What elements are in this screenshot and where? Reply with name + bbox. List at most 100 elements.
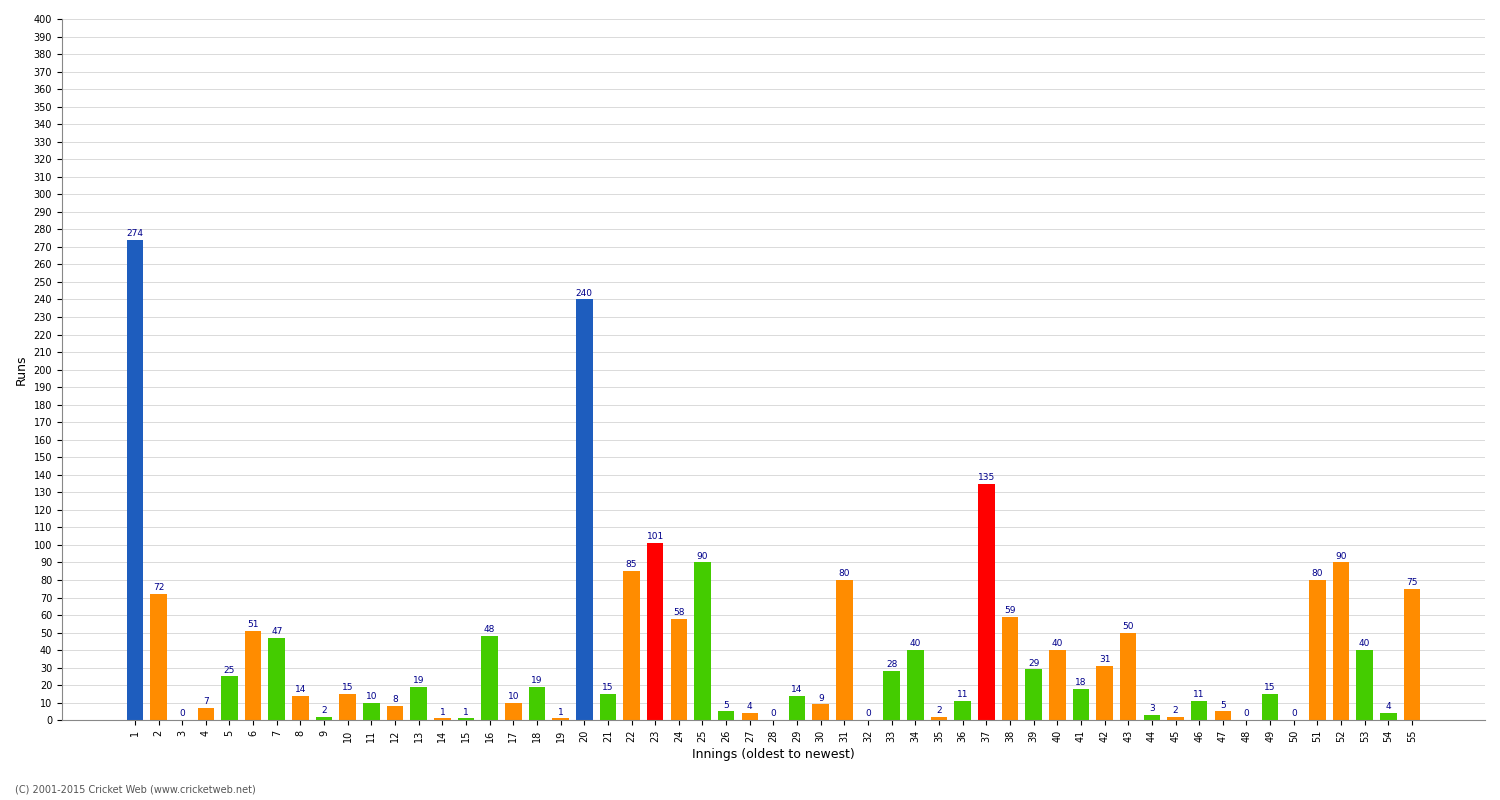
Bar	[339, 694, 356, 720]
Bar	[836, 580, 852, 720]
Text: 5: 5	[1220, 701, 1226, 710]
Bar	[1026, 670, 1042, 720]
Text: 14: 14	[792, 685, 802, 694]
Bar	[1143, 715, 1160, 720]
Bar	[1072, 689, 1089, 720]
Bar	[694, 562, 711, 720]
Text: 0: 0	[180, 710, 184, 718]
Bar	[198, 708, 214, 720]
Bar	[1380, 714, 1396, 720]
Text: 3: 3	[1149, 704, 1155, 714]
Text: 2: 2	[936, 706, 942, 715]
Text: 135: 135	[978, 473, 994, 482]
Text: 240: 240	[576, 289, 592, 298]
Text: 5: 5	[723, 701, 729, 710]
Y-axis label: Runs: Runs	[15, 354, 28, 385]
Text: 1: 1	[440, 708, 446, 717]
Bar	[126, 240, 142, 720]
Bar	[908, 650, 924, 720]
Bar	[482, 636, 498, 720]
Text: 40: 40	[909, 639, 921, 648]
Text: 47: 47	[272, 627, 282, 636]
Bar	[1048, 650, 1065, 720]
Text: 15: 15	[602, 683, 613, 692]
Text: 25: 25	[224, 666, 236, 674]
Bar	[458, 718, 474, 720]
Bar	[884, 671, 900, 720]
Bar	[1191, 701, 1208, 720]
Bar	[741, 714, 758, 720]
Text: 48: 48	[484, 626, 495, 634]
Text: 9: 9	[818, 694, 824, 702]
Bar	[411, 687, 428, 720]
Text: 1: 1	[464, 708, 470, 717]
Text: 90: 90	[696, 552, 708, 561]
Text: 2: 2	[1173, 706, 1179, 715]
Bar	[316, 717, 333, 720]
Bar	[930, 717, 948, 720]
Text: 58: 58	[674, 608, 684, 617]
Bar	[1002, 617, 1019, 720]
Bar	[1310, 580, 1326, 720]
Text: 0: 0	[1292, 710, 1296, 718]
Text: 274: 274	[126, 229, 144, 238]
Bar	[624, 571, 640, 720]
Text: 1: 1	[558, 708, 564, 717]
Text: 50: 50	[1122, 622, 1134, 631]
Text: 101: 101	[646, 533, 664, 542]
Bar	[670, 618, 687, 720]
Text: 80: 80	[839, 570, 850, 578]
Text: 8: 8	[392, 695, 398, 705]
Text: 10: 10	[366, 692, 376, 701]
Text: 0: 0	[1244, 710, 1250, 718]
Text: 2: 2	[321, 706, 327, 715]
Bar	[220, 676, 238, 720]
Text: 31: 31	[1100, 655, 1110, 664]
Bar	[292, 696, 309, 720]
Text: 59: 59	[1004, 606, 1016, 615]
Text: 18: 18	[1076, 678, 1086, 687]
Bar	[244, 631, 261, 720]
Bar	[1334, 562, 1350, 720]
Text: 80: 80	[1311, 570, 1323, 578]
Bar	[387, 706, 404, 720]
Text: 15: 15	[342, 683, 354, 692]
Text: 11: 11	[1194, 690, 1204, 699]
Text: 85: 85	[626, 561, 638, 570]
Text: 90: 90	[1335, 552, 1347, 561]
Bar	[363, 702, 380, 720]
Bar	[600, 694, 616, 720]
Bar	[506, 702, 522, 720]
Bar	[718, 711, 735, 720]
Text: (C) 2001-2015 Cricket Web (www.cricketweb.net): (C) 2001-2015 Cricket Web (www.cricketwe…	[15, 784, 255, 794]
Bar	[528, 687, 544, 720]
Bar	[1356, 650, 1372, 720]
Bar	[1215, 711, 1231, 720]
Bar	[433, 718, 450, 720]
Bar	[813, 705, 830, 720]
Text: 40: 40	[1359, 639, 1371, 648]
Bar	[1120, 633, 1137, 720]
X-axis label: Innings (oldest to newest): Innings (oldest to newest)	[692, 748, 855, 761]
Text: 72: 72	[153, 583, 164, 592]
Bar	[978, 483, 994, 720]
Text: 51: 51	[248, 620, 259, 629]
Text: 11: 11	[957, 690, 969, 699]
Bar	[268, 638, 285, 720]
Bar	[1404, 589, 1420, 720]
Bar	[954, 701, 970, 720]
Text: 19: 19	[413, 676, 424, 685]
Bar	[1096, 666, 1113, 720]
Bar	[150, 594, 166, 720]
Text: 40: 40	[1052, 639, 1064, 648]
Text: 10: 10	[507, 692, 519, 701]
Text: 0: 0	[771, 710, 777, 718]
Bar	[789, 696, 806, 720]
Text: 7: 7	[202, 697, 208, 706]
Text: 0: 0	[865, 710, 871, 718]
Bar	[552, 718, 568, 720]
Text: 75: 75	[1407, 578, 1418, 587]
Bar	[1167, 717, 1184, 720]
Bar	[576, 299, 592, 720]
Text: 28: 28	[886, 660, 897, 670]
